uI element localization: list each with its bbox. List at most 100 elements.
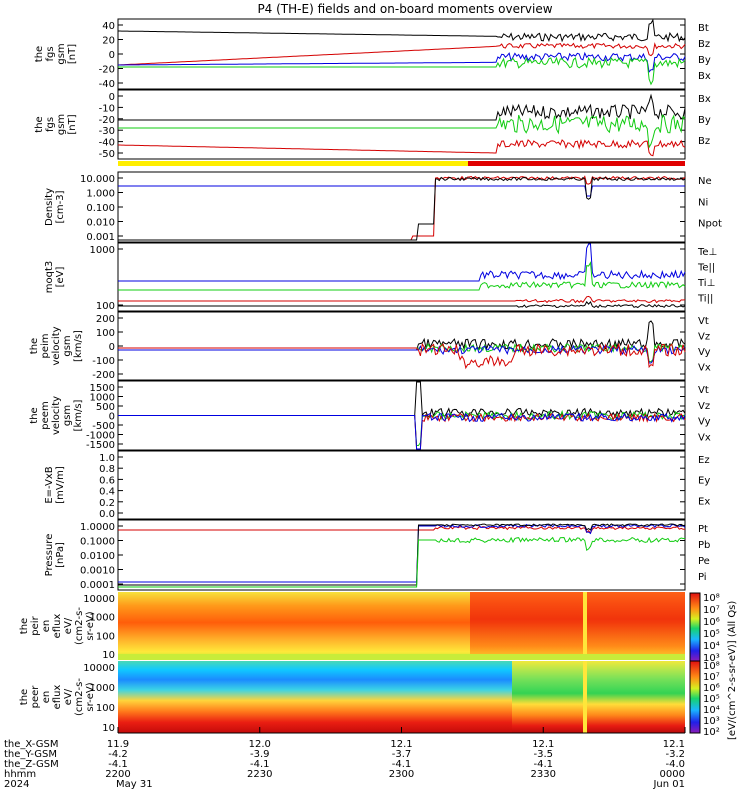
panel-temperature: 1000 100 moqt3[eV] Te⊥ Te|| Ti⊥ Ti|| — [44, 242, 717, 312]
y-tick-label: -30 — [99, 126, 115, 137]
y-tick-label: 0.8 — [99, 464, 115, 475]
trace-Bz — [117, 42, 686, 66]
y-tick-label: 0 — [109, 50, 115, 61]
trace-Vz — [118, 342, 686, 370]
y-axis-label: thepeirenefluxeV/(cm2-s-sr-eV) — [19, 607, 96, 645]
trace-Bz — [118, 138, 686, 157]
y-tick-label: -50 — [99, 149, 115, 160]
y-tick-label: 1.0 — [99, 453, 115, 464]
y-tick-label: 0.2 — [99, 498, 115, 509]
trace-Ni — [118, 176, 686, 241]
colorbar-tick-label: 10⁵ — [703, 694, 720, 705]
y-tick-label: 0.0 — [99, 509, 115, 520]
trace-Npot — [118, 185, 685, 197]
y-axis-label: thefgsgsm[nT] — [34, 114, 78, 135]
trace-Te-perp — [118, 295, 686, 304]
legend-Vx: Vx — [698, 432, 711, 443]
x-axis-value: -3.2 — [665, 749, 685, 760]
colorbar-tick-label: 10⁴ — [703, 705, 720, 716]
panel-frame — [117, 171, 686, 243]
x-axis-value: 2200 — [105, 769, 130, 780]
y-tick-label: 0.4 — [99, 487, 115, 498]
y-tick-label: 100 — [96, 631, 115, 642]
y-axis-label: thepeemvelocitygsm[km/s] — [29, 396, 84, 435]
panel-fgs-gsm-log: 0-10-20-30-40-50 thefgsgsm[nT] Bx By Bz — [34, 89, 711, 160]
mode-bar — [118, 161, 685, 166]
trace-Bx — [118, 51, 686, 74]
legend-Bz: Bz — [698, 39, 710, 50]
legend-Vy: Vy — [698, 347, 711, 358]
legend-Ni: Ni — [698, 197, 708, 208]
colorbar-tick-label: 10⁶ — [703, 683, 720, 694]
panel-peir-flux: 10000 1000 100 10 thepeirenefluxeV/(cm2-s-sr… — [19, 594, 685, 661]
trace-Te-par — [118, 300, 686, 309]
trace-Ti-perp — [118, 243, 686, 282]
y-tick-label: 10.000 — [80, 174, 115, 185]
y-tick-label: 10000 — [83, 594, 115, 605]
legend-Ex: Ex — [698, 496, 710, 507]
trace-Pe — [118, 536, 686, 588]
colorbar-tick-label: 10⁸ — [703, 661, 720, 672]
y-tick-label: 100 — [96, 301, 115, 312]
legend-Ti⊥: Ti⊥ — [697, 278, 715, 289]
y-tick-label: 1500 — [90, 383, 115, 394]
y-tick-label: 40 — [102, 21, 115, 32]
trace-By — [118, 114, 686, 149]
legend-Bz: Bz — [698, 136, 710, 147]
legend-Vz: Vz — [698, 401, 710, 412]
legend-Te⊥: Te⊥ — [697, 247, 717, 258]
mode-bar-burst — [468, 161, 685, 166]
colorbar-tick-label: 10⁶ — [703, 617, 720, 628]
x-axis-value: 11.9 — [107, 739, 129, 750]
x-axis-value: 0000 — [660, 769, 685, 780]
y-tick-label: 10 — [102, 650, 115, 661]
y-tick-label: -1500 — [86, 440, 115, 451]
panels: 40200-20-40thefgsgsm[nT]BtBzByBx0-10-20-… — [19, 18, 722, 734]
legend-By: By — [698, 115, 711, 126]
panel-frame — [117, 18, 686, 90]
y-tick-label: 1000 — [90, 393, 115, 404]
y-tick-label: 0.0001 — [80, 580, 115, 591]
y-tick-label: -20 — [99, 65, 115, 76]
legend-Bt: Bt — [698, 23, 709, 34]
y-axis-label: thepeimvelocitygsm[km/s] — [29, 326, 84, 365]
y-tick-label: 100 — [96, 328, 115, 339]
figure-title: P4 (TH-E) fields and on-board moments ov… — [257, 2, 552, 16]
y-tick-label: 200 — [96, 314, 115, 325]
panel-density: 10.000 1.000 0.100 0.010 0.001 Density[cm-3] N… — [44, 171, 722, 243]
panel-frame — [117, 450, 686, 520]
colorbar-tick-label: 10⁴ — [703, 641, 720, 652]
y-tick-label: -200 — [92, 370, 115, 381]
x-axis-value: -4.0 — [665, 759, 685, 770]
legend-Ez: Ez — [698, 455, 710, 466]
trace-Bt — [118, 18, 686, 43]
panel-pressure: 1.0000 0.1000 0.0100 0.0010 0.0001 Pressure[n… — [44, 519, 710, 591]
y-axis-label: moqt3[eV] — [44, 261, 66, 294]
panel-frame — [117, 89, 686, 160]
peir-spectrogram — [118, 592, 685, 660]
legend-Ti||: Ti|| — [697, 294, 713, 305]
legend-Te||: Te|| — [697, 263, 715, 274]
trace-Pb — [118, 525, 686, 534]
colorbar: 10⁸10⁷10⁶10⁵10⁴10³10⁸10⁷10⁶10⁵10⁴10³10² … — [689, 592, 738, 740]
trace-Vx — [118, 412, 686, 450]
x-axis-value: -4.2 — [108, 749, 128, 760]
y-tick-label: -10 — [99, 103, 115, 114]
panel-fgs-gsm: 40 20 0 -20 -40 thefgsgsm[nT] Bt Bz By Bx — [34, 18, 711, 90]
y-tick-label: 500 — [96, 402, 115, 413]
trace-Pi — [118, 523, 686, 583]
colorbar-label: [eV/(cm^2-s-sr-eV)] (All Qs) — [727, 601, 738, 740]
trace-Bx — [118, 93, 686, 121]
y-tick-label: -1000 — [86, 431, 115, 442]
x-axis-value: 2330 — [531, 769, 556, 780]
y-tick-label: 0 — [109, 92, 115, 103]
x-axis-value: -4.1 — [392, 759, 412, 770]
x-axis-value: 2230 — [247, 769, 272, 780]
legend-By: By — [698, 55, 711, 66]
y-tick-label: 100 — [96, 703, 115, 714]
y-tick-label: 0.1000 — [80, 537, 115, 548]
panel-frame — [117, 242, 686, 312]
y-tick-label: -100 — [92, 356, 115, 367]
y-tick-label: 1.000 — [86, 189, 115, 200]
colorbar-top — [689, 592, 701, 662]
